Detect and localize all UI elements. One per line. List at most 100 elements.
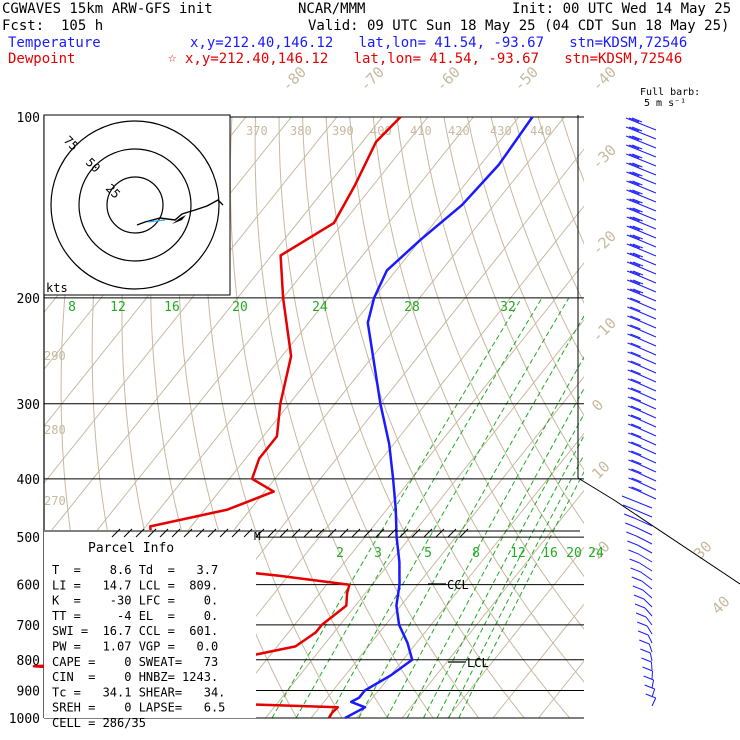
wind-barb-staff bbox=[636, 265, 657, 275]
isotherm-line bbox=[447, 546, 584, 718]
wind-barb-flag bbox=[630, 306, 641, 312]
mixing-ratio-label-lower: 3 bbox=[374, 546, 382, 561]
isotherm-line bbox=[44, 116, 429, 598]
dry-adiabat-line bbox=[490, 116, 584, 362]
model-title: CGWAVES 15km ARW-GFS init bbox=[2, 1, 213, 17]
hodograph: 25 50 75 kts bbox=[43, 114, 231, 296]
isotherm-label: 0 bbox=[588, 396, 607, 415]
wind-barb-flag bbox=[627, 423, 639, 429]
wind-barb-flag bbox=[628, 450, 639, 456]
wind-barb-flag bbox=[625, 135, 637, 141]
mixing-ratio-label-lower: 5 bbox=[424, 546, 432, 561]
wind-barb-staff bbox=[638, 553, 653, 563]
wind-barb-staff bbox=[651, 670, 654, 680]
parcel-info-row: CIN = 0 HNBZ= 1243. bbox=[52, 670, 218, 684]
dry-adiabat-line bbox=[204, 116, 343, 718]
wind-barb-flag bbox=[626, 207, 637, 213]
hatch-mark bbox=[243, 528, 253, 538]
dry-adiabat-line bbox=[656, 117, 740, 718]
wind-barb-staff bbox=[637, 373, 657, 383]
wind-barb-flag bbox=[631, 126, 643, 132]
pressure-tick-label: 400 bbox=[17, 473, 40, 488]
mixing-ratio-label-upper: 8 bbox=[68, 300, 76, 315]
isotherm-label: -20 bbox=[588, 227, 620, 259]
wind-barb-staff bbox=[637, 400, 657, 410]
dry-adiabat-label: 420 bbox=[448, 124, 470, 138]
mixing-ratio-label-upper: 24 bbox=[312, 300, 328, 315]
wind-barb-staff bbox=[640, 571, 653, 581]
wind-barb-flag bbox=[626, 216, 637, 222]
wind-barb-flag bbox=[629, 162, 640, 168]
isotherm-label: 40 bbox=[708, 592, 734, 618]
wind-barb-flag bbox=[629, 288, 641, 294]
wind-barb-flag bbox=[630, 360, 641, 366]
pressure-tick-label: 200 bbox=[17, 292, 40, 307]
wind-barb-flag bbox=[630, 315, 641, 321]
wind-barb-flag bbox=[631, 477, 642, 483]
parcel-info-row: SREH = 0 LAPSE= 6.5 bbox=[52, 701, 225, 715]
wind-barb-staff bbox=[636, 193, 657, 203]
wind-barb-flag bbox=[629, 252, 641, 258]
hatch-mark bbox=[279, 528, 289, 538]
dry-adiabat-label: 400 bbox=[370, 124, 392, 138]
wind-barb-flag bbox=[626, 261, 638, 267]
wind-barb-flag bbox=[629, 189, 640, 195]
wind-barb-staff bbox=[651, 679, 655, 689]
dry-adiabat-label: 290 bbox=[44, 349, 66, 363]
hatch-mark bbox=[339, 528, 349, 538]
dry-adiabat-line bbox=[585, 117, 740, 718]
wind-barb-staff bbox=[650, 661, 653, 671]
pressure-tick-label: 500 bbox=[17, 531, 40, 546]
wind-barb-flag bbox=[626, 531, 637, 537]
dry-adiabat-line bbox=[514, 116, 584, 305]
wind-barb-flag bbox=[626, 234, 637, 240]
wind-barb-flag bbox=[632, 144, 643, 150]
wind-barb-staff bbox=[637, 382, 657, 392]
wind-barb-flag bbox=[630, 333, 641, 339]
barb-legend-line2: 5 m s⁻¹ bbox=[644, 98, 686, 109]
wind-barb-flag bbox=[632, 180, 643, 186]
hatch-mark bbox=[147, 528, 157, 538]
wind-barb-flag bbox=[626, 252, 638, 258]
hatch-mark bbox=[423, 528, 433, 538]
dry-adiabat-label: 440 bbox=[530, 124, 552, 138]
wind-barb-staff bbox=[637, 391, 657, 401]
mixing-ratio-line bbox=[406, 387, 584, 718]
wind-barb-flag bbox=[631, 486, 642, 492]
wind-barb-flag bbox=[632, 234, 643, 240]
wind-barb-flag bbox=[632, 153, 643, 159]
wind-barb-flag bbox=[627, 405, 639, 411]
hatch-mark bbox=[399, 528, 409, 538]
mixing-ratio-label-lower: 8 bbox=[472, 546, 480, 561]
dry-adiabat-line bbox=[609, 117, 740, 718]
isotherm-line bbox=[44, 116, 338, 484]
hatch-mark bbox=[459, 528, 469, 538]
wind-barb-flag bbox=[628, 135, 640, 141]
hatch-mark bbox=[183, 528, 193, 538]
wind-barb-flag bbox=[629, 270, 641, 276]
wind-barb-flag bbox=[627, 351, 638, 357]
wind-barb-flag bbox=[634, 603, 646, 609]
wind-barb-flag bbox=[626, 225, 637, 231]
mixing-ratio-label-upper: 28 bbox=[404, 300, 420, 315]
wind-barb-flag bbox=[631, 576, 642, 582]
dry-adiabat-line bbox=[419, 116, 584, 525]
wind-barb-flag bbox=[631, 468, 642, 474]
wind-barb-staff bbox=[636, 202, 657, 212]
wind-barb-flag bbox=[629, 261, 641, 267]
hodograph-low-level-segment bbox=[147, 219, 166, 223]
wind-barb-flag bbox=[627, 306, 638, 312]
wind-barb-flag bbox=[628, 126, 640, 132]
mixing-ratio-line bbox=[448, 453, 584, 718]
wind-barb-flag bbox=[635, 612, 647, 618]
wind-barb-staff bbox=[639, 562, 653, 572]
parcel-info-row: PW = 1.07 VGP = 0.0 bbox=[52, 640, 218, 654]
parcel-info-row: SWI = 16.7 CCL = 601. bbox=[52, 624, 218, 638]
dry-adiabat-label: 410 bbox=[410, 124, 432, 138]
wind-barb-flag bbox=[625, 126, 637, 132]
wind-barb-staff bbox=[637, 310, 657, 320]
dry-adiabat-line bbox=[278, 116, 480, 718]
mixing-ratio-lines bbox=[271, 297, 584, 718]
hatch-mark bbox=[195, 528, 205, 538]
wind-barb-flag bbox=[632, 225, 643, 231]
